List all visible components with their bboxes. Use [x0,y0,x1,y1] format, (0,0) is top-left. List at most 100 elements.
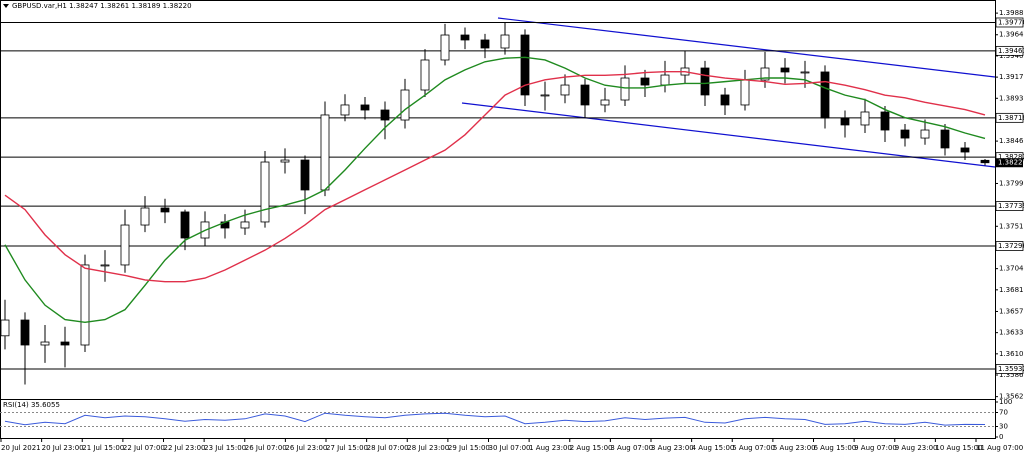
y-tick-label: 1.38935 [999,94,1024,102]
x-tick-label: 28 Jul 23:00 [407,444,449,452]
plot-frame [0,0,996,439]
candle-body [620,77,630,101]
price-label-box [996,158,1023,168]
y-tick-label: 1.39880 [999,9,1024,17]
candle-body [820,71,830,119]
candle-body [940,129,950,149]
rsi-title: RSI(14) 35.6055 [3,401,60,409]
candle-body [440,34,450,61]
candle-body [260,161,270,223]
level-label-box [995,112,1024,123]
y-tick-label: 1.37045 [999,265,1024,273]
chart-title: GBPUSD.var,H1 1.38247 1.38261 1.38189 1.… [12,2,192,10]
level-label: 1.35932 [998,365,1024,373]
channel-upper [497,17,996,78]
candle-body [960,147,970,153]
rsi-tick-label: 100 [999,398,1012,406]
candle-body [540,94,550,97]
x-tick-label: 30 Jul 07:00 [489,444,531,452]
y-tick-label: 1.39405 [999,52,1024,60]
level-label: 1.39776 [998,18,1024,26]
x-tick-label: 22 Jul 23:00 [164,444,206,452]
x-tick-label: 2 Aug 15:00 [570,444,613,452]
candle-body [0,319,10,337]
x-tick-label: 20 Jul 2021 [1,444,41,452]
level-label-box [995,17,1024,28]
y-tick-label: 1.35625 [999,393,1024,401]
rsi-tick-label: 70 [999,409,1008,417]
candle-body [740,79,750,106]
candle-body [40,341,50,346]
candle-body [100,264,110,267]
candle-body [980,159,990,164]
moving-average [4,56,986,323]
candle-body [400,89,410,121]
price-label: 1.38220 [998,159,1024,167]
candle-body [20,319,30,346]
x-tick-label: 29 Jul 15:00 [448,444,490,452]
x-tick-label: 28 Jul 07:00 [367,444,409,452]
candle-body [320,114,330,191]
x-tick-label: 6 Aug 15:00 [814,444,857,452]
candle-body [580,84,590,106]
x-tick-label: 26 Jul 07:00 [245,444,287,452]
candle-body [900,129,910,139]
x-tick-label: 10 Aug 15:00 [935,444,982,452]
candle-body [360,104,370,111]
candle-body [860,111,870,126]
level-label: 1.37296 [998,242,1024,250]
candle-body [920,129,930,139]
level-label: 1.37739 [998,202,1024,210]
level-label-box [995,201,1024,211]
candle-body [460,34,470,41]
candle-body [280,159,290,163]
x-tick-label: 26 Jul 23:00 [285,444,327,452]
candle-body [160,207,170,213]
moving-average [4,71,986,283]
x-tick-label: 9 Aug 23:00 [895,444,938,452]
y-tick-label: 1.39640 [999,31,1024,39]
x-tick-label: 1 Aug 23:00 [529,444,572,452]
candle-body [140,207,150,226]
channel-lower [461,102,996,168]
candle-body [80,264,90,346]
x-tick-label: 3 Aug 23:00 [651,444,694,452]
candle-body [420,59,430,91]
y-tick-label: 1.37515 [999,222,1024,230]
x-tick-label: 9 Aug 07:00 [854,444,897,452]
x-tick-label: 21 Jul 15:00 [82,444,124,452]
candle-body [340,104,350,116]
x-tick-label: 23 Jul 15:00 [204,444,246,452]
rsi-tick-label: 30 [999,423,1008,431]
y-tick-label: 1.36100 [999,350,1024,358]
level-label-box [995,45,1024,56]
candle-body [880,111,890,131]
candle-body [240,221,250,229]
x-tick-label: 5 Aug 23:00 [773,444,816,452]
candle-body [520,34,530,96]
x-tick-label: 11 Aug 07:00 [976,444,1023,452]
rsi-line [4,412,986,426]
candle-body [760,67,770,81]
level-label: 1.38718 [998,114,1024,122]
menu-arrow[interactable] [3,4,9,8]
y-tick-label: 1.36810 [999,286,1024,294]
rsi-tick-label: 0 [999,433,1003,441]
y-tick-label: 1.35865 [999,371,1024,379]
candle-body [380,109,390,121]
candle-body [840,117,850,126]
x-tick-label: 3 Aug 07:00 [610,444,653,452]
candle-body [720,94,730,106]
candle-body [600,99,610,106]
candle-body [120,224,130,266]
candle-body [660,74,670,86]
y-tick-label: 1.37990 [999,179,1024,187]
candle-body [500,34,510,49]
candle-body [480,39,490,49]
y-tick-label: 1.39170 [999,73,1024,81]
candle-body [640,77,650,86]
level-label-box [995,364,1024,374]
